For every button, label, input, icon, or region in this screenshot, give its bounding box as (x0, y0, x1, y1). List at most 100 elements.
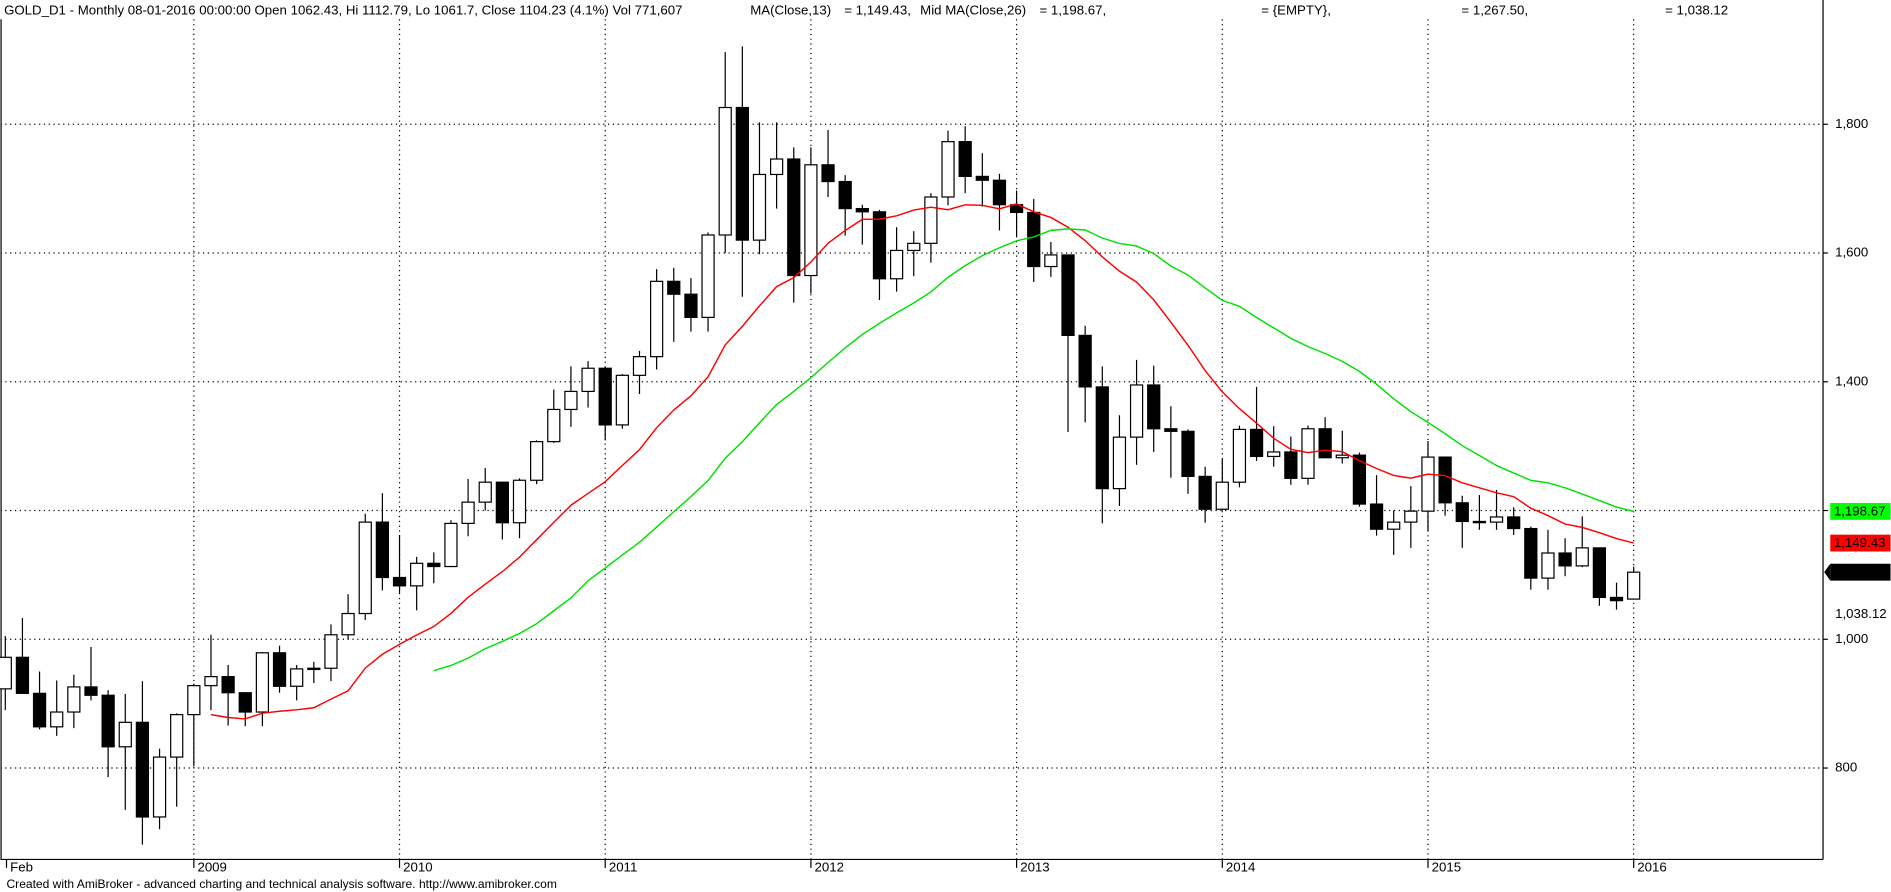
value-badge-label: 1,104.23 (1834, 564, 1886, 579)
candle-body (290, 668, 304, 687)
candle-body (1044, 254, 1058, 268)
candle-body (187, 685, 201, 716)
header-extra: = 1,267.50, (1461, 2, 1528, 17)
header-series-name: Mid MA(Close,26) (920, 2, 1026, 17)
candle-body (1284, 451, 1298, 479)
candle-body (135, 721, 150, 818)
candle-body (495, 481, 509, 524)
value-badge (1830, 534, 1891, 552)
candle-body (238, 692, 252, 713)
candle-body (170, 713, 184, 758)
candle-body (958, 141, 972, 178)
header-ma13-value: = 1,149.43, (844, 2, 911, 17)
y-tick-label: 1,800 (1835, 116, 1868, 131)
candle-body (375, 521, 390, 579)
candle-body (1181, 430, 1195, 478)
candle-body (975, 175, 989, 181)
candle-body (1318, 428, 1332, 459)
candle-body (650, 280, 664, 358)
candle-body (1455, 502, 1469, 523)
candle-body (1575, 547, 1589, 567)
candle-body (15, 656, 30, 694)
candle-body (1129, 384, 1144, 438)
y-tick-label: 1,400 (1835, 373, 1868, 388)
candle-body (392, 576, 407, 587)
y-tick-label: 1,000 (1835, 631, 1868, 646)
candle-body (0, 656, 12, 690)
value-badge (1830, 563, 1891, 581)
candle-body (564, 390, 578, 411)
header-info: GOLD_D1 - Monthly 08-01-2016 00:00:00 Op… (4, 2, 682, 17)
candle-body (427, 562, 441, 568)
candle-body (615, 374, 629, 426)
candle-body (1147, 384, 1161, 430)
candle-body (632, 356, 647, 376)
candle-body (718, 106, 732, 236)
candle-body (32, 692, 47, 728)
candle-body (101, 694, 115, 748)
candle-body (855, 207, 869, 213)
candle-body (1541, 552, 1555, 579)
candle-body (1387, 521, 1401, 530)
y-tick-label: 1,600 (1835, 245, 1868, 260)
candle-body (701, 234, 715, 318)
candle-body (1078, 334, 1092, 388)
x-tick-label: 2012 (815, 859, 844, 874)
y-tick-label: 800 (1835, 760, 1857, 775)
candle-body (50, 711, 64, 728)
candle-body (1592, 547, 1607, 599)
footer: Created with AmiBroker - advanced charti… (6, 877, 556, 891)
candle-body (547, 408, 561, 443)
candle-body (1489, 516, 1504, 523)
candle-body (1301, 428, 1315, 479)
candle-body (667, 280, 681, 295)
candle-body (358, 521, 372, 615)
candle-body (1215, 481, 1229, 510)
candle-body (1232, 428, 1247, 483)
x-tick-label: Feb (10, 859, 33, 874)
candle-body (821, 164, 835, 183)
candle-body (752, 173, 767, 241)
header-ma26-value: = 1,198.67, (1040, 2, 1107, 17)
x-tick-label: 2013 (1020, 859, 1049, 874)
ma-line (210, 203, 1634, 720)
candle-body (804, 164, 818, 277)
candle-body (1524, 527, 1538, 579)
candle-body (1249, 428, 1264, 458)
value-badge-label: 1,198.67 (1834, 503, 1886, 518)
candle-body (1198, 475, 1212, 510)
x-tick-label: 2014 (1226, 859, 1255, 874)
candle-body (1472, 520, 1487, 524)
candle-body (1627, 571, 1641, 600)
candle-body (307, 667, 321, 671)
candle-body (598, 367, 612, 426)
value-badge-arrow (1824, 563, 1831, 581)
candle-body (1404, 510, 1418, 523)
candle-body (1352, 454, 1367, 505)
candle-body (1369, 503, 1384, 530)
candle-body (530, 441, 544, 481)
candle-body (1438, 456, 1452, 504)
value-badge (1830, 502, 1891, 520)
ma-line (433, 228, 1634, 672)
candle-body (838, 180, 852, 210)
candle-body (512, 479, 527, 524)
candle-body (787, 158, 801, 277)
candle-body (769, 158, 784, 176)
candle-body (221, 676, 235, 694)
candle-body (84, 686, 98, 696)
x-tick-label: 2011 (609, 859, 638, 874)
candle-body (941, 141, 955, 198)
candle-body (581, 367, 595, 393)
candle-body (1507, 516, 1521, 530)
candle-body (1164, 428, 1178, 432)
x-tick-label: 2010 (403, 859, 432, 874)
candle-body (924, 196, 938, 244)
candle-body (152, 756, 167, 818)
value-badge-label: 1,149.43 (1834, 535, 1886, 550)
candle-body (461, 501, 475, 525)
value-label: 1,038.12 (1835, 606, 1887, 621)
candle-body (1267, 451, 1281, 458)
candle-body (1112, 436, 1127, 490)
